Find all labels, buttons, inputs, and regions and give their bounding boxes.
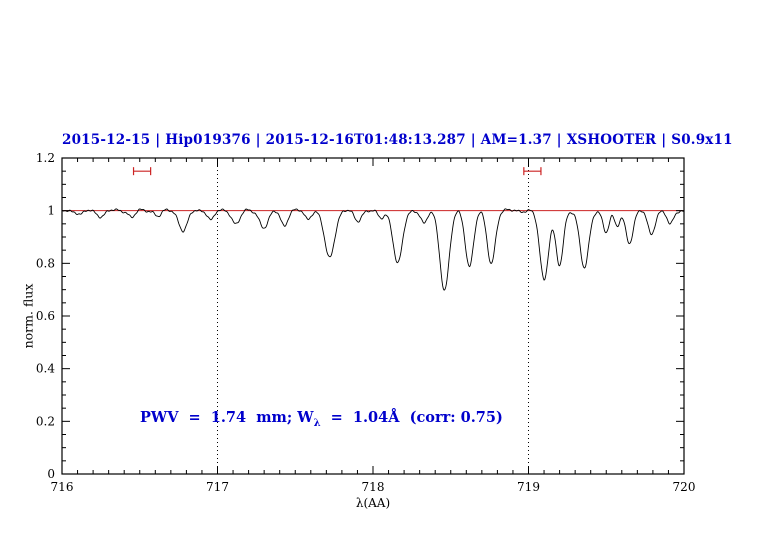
annotation-lambda-subscript: λ	[313, 417, 321, 429]
y-tick-label: 0	[47, 467, 55, 481]
x-tick-label: 720	[673, 480, 696, 494]
y-tick-label: 0.2	[36, 414, 55, 428]
annotation-prefix: PWV = 1.74 mm; W	[140, 409, 314, 426]
y-axis-label: norm. flux	[20, 283, 36, 349]
spectrum-curve	[61, 208, 685, 291]
plot-title: 2015-12-15 | Hip019376 | 2015-12-16T01:4…	[62, 132, 733, 148]
y-tick-label: 1	[47, 204, 55, 218]
x-tick-label: 717	[206, 480, 229, 494]
y-tick-label: 0.6	[36, 309, 55, 323]
y-tick-label: 0.4	[36, 362, 55, 376]
y-tick-label: 0.8	[36, 256, 55, 270]
x-axis-label: λ(AA)	[355, 496, 391, 510]
x-tick-label: 718	[362, 480, 385, 494]
y-tick-label: 1.2	[36, 151, 55, 165]
x-tick-label: 716	[51, 480, 74, 494]
annotation-suffix: = 1.04Å (corr: 0.75)	[320, 409, 503, 426]
x-tick-label: 719	[517, 480, 540, 494]
pwv-annotation: PWV = 1.74 mm; Wλ = 1.04Å (corr: 0.75)	[140, 409, 503, 429]
